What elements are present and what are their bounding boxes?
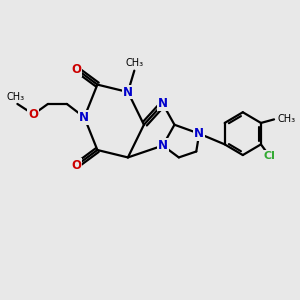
Text: N: N (194, 127, 204, 140)
Text: N: N (158, 139, 168, 152)
Text: Cl: Cl (263, 151, 275, 160)
Text: CH₃: CH₃ (278, 114, 296, 124)
Text: N: N (79, 111, 89, 124)
Text: CH₃: CH₃ (7, 92, 25, 102)
Text: N: N (158, 98, 168, 110)
Text: O: O (71, 63, 81, 76)
Text: N: N (123, 85, 133, 98)
Text: O: O (28, 108, 38, 121)
Text: O: O (71, 159, 81, 172)
Text: CH₃: CH₃ (125, 58, 143, 68)
